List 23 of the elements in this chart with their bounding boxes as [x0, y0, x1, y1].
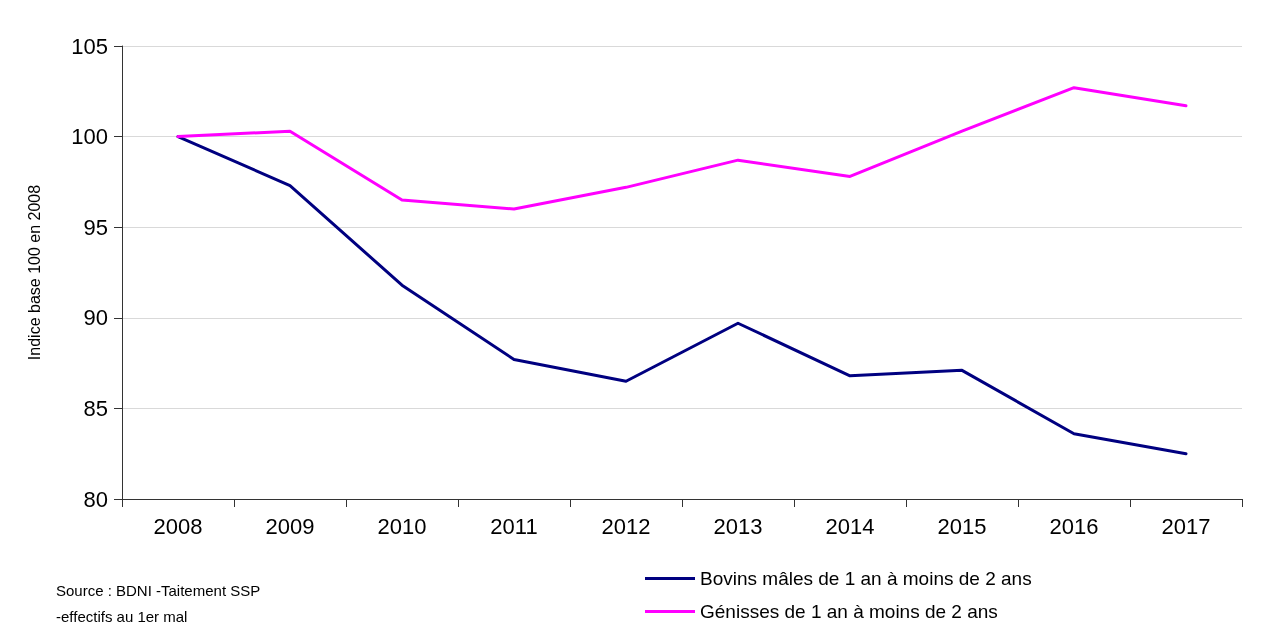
x-tick-label: 2009 — [265, 513, 315, 539]
x-tick-label: 2008 — [153, 513, 203, 539]
x-tick-label: 2016 — [1049, 513, 1099, 539]
x-tick-label: 2011 — [490, 513, 538, 539]
x-tick-label: 2012 — [601, 513, 651, 539]
line-series — [176, 135, 1188, 456]
y-tick-label: 105 — [71, 33, 108, 59]
x-tick-label: 2010 — [377, 513, 427, 539]
x-tick-label: 2013 — [713, 513, 763, 539]
y-tick-label: 100 — [71, 124, 108, 150]
source-note: Source : BDNI -Taitement SSP — [56, 582, 261, 599]
line-series — [176, 86, 1188, 211]
x-tick-label: 2015 — [937, 513, 987, 539]
y-axis-title: Indice base 100 en 2008 — [25, 184, 43, 361]
y-tick-label: 90 — [83, 305, 108, 331]
x-tick-label: 2014 — [825, 513, 875, 539]
y-tick-label: 80 — [83, 486, 108, 512]
legend-label: Génisses de 1 an à moins de 2 ans — [700, 601, 998, 622]
text: -effectifs au 1er mal — [56, 608, 188, 625]
y-tick-label: 85 — [83, 395, 108, 421]
y-tick-label: 95 — [83, 214, 108, 240]
x-tick-label: 2017 — [1161, 513, 1211, 539]
legend-label: Bovins mâles de 1 an à moins de 2 ans — [700, 568, 1032, 589]
